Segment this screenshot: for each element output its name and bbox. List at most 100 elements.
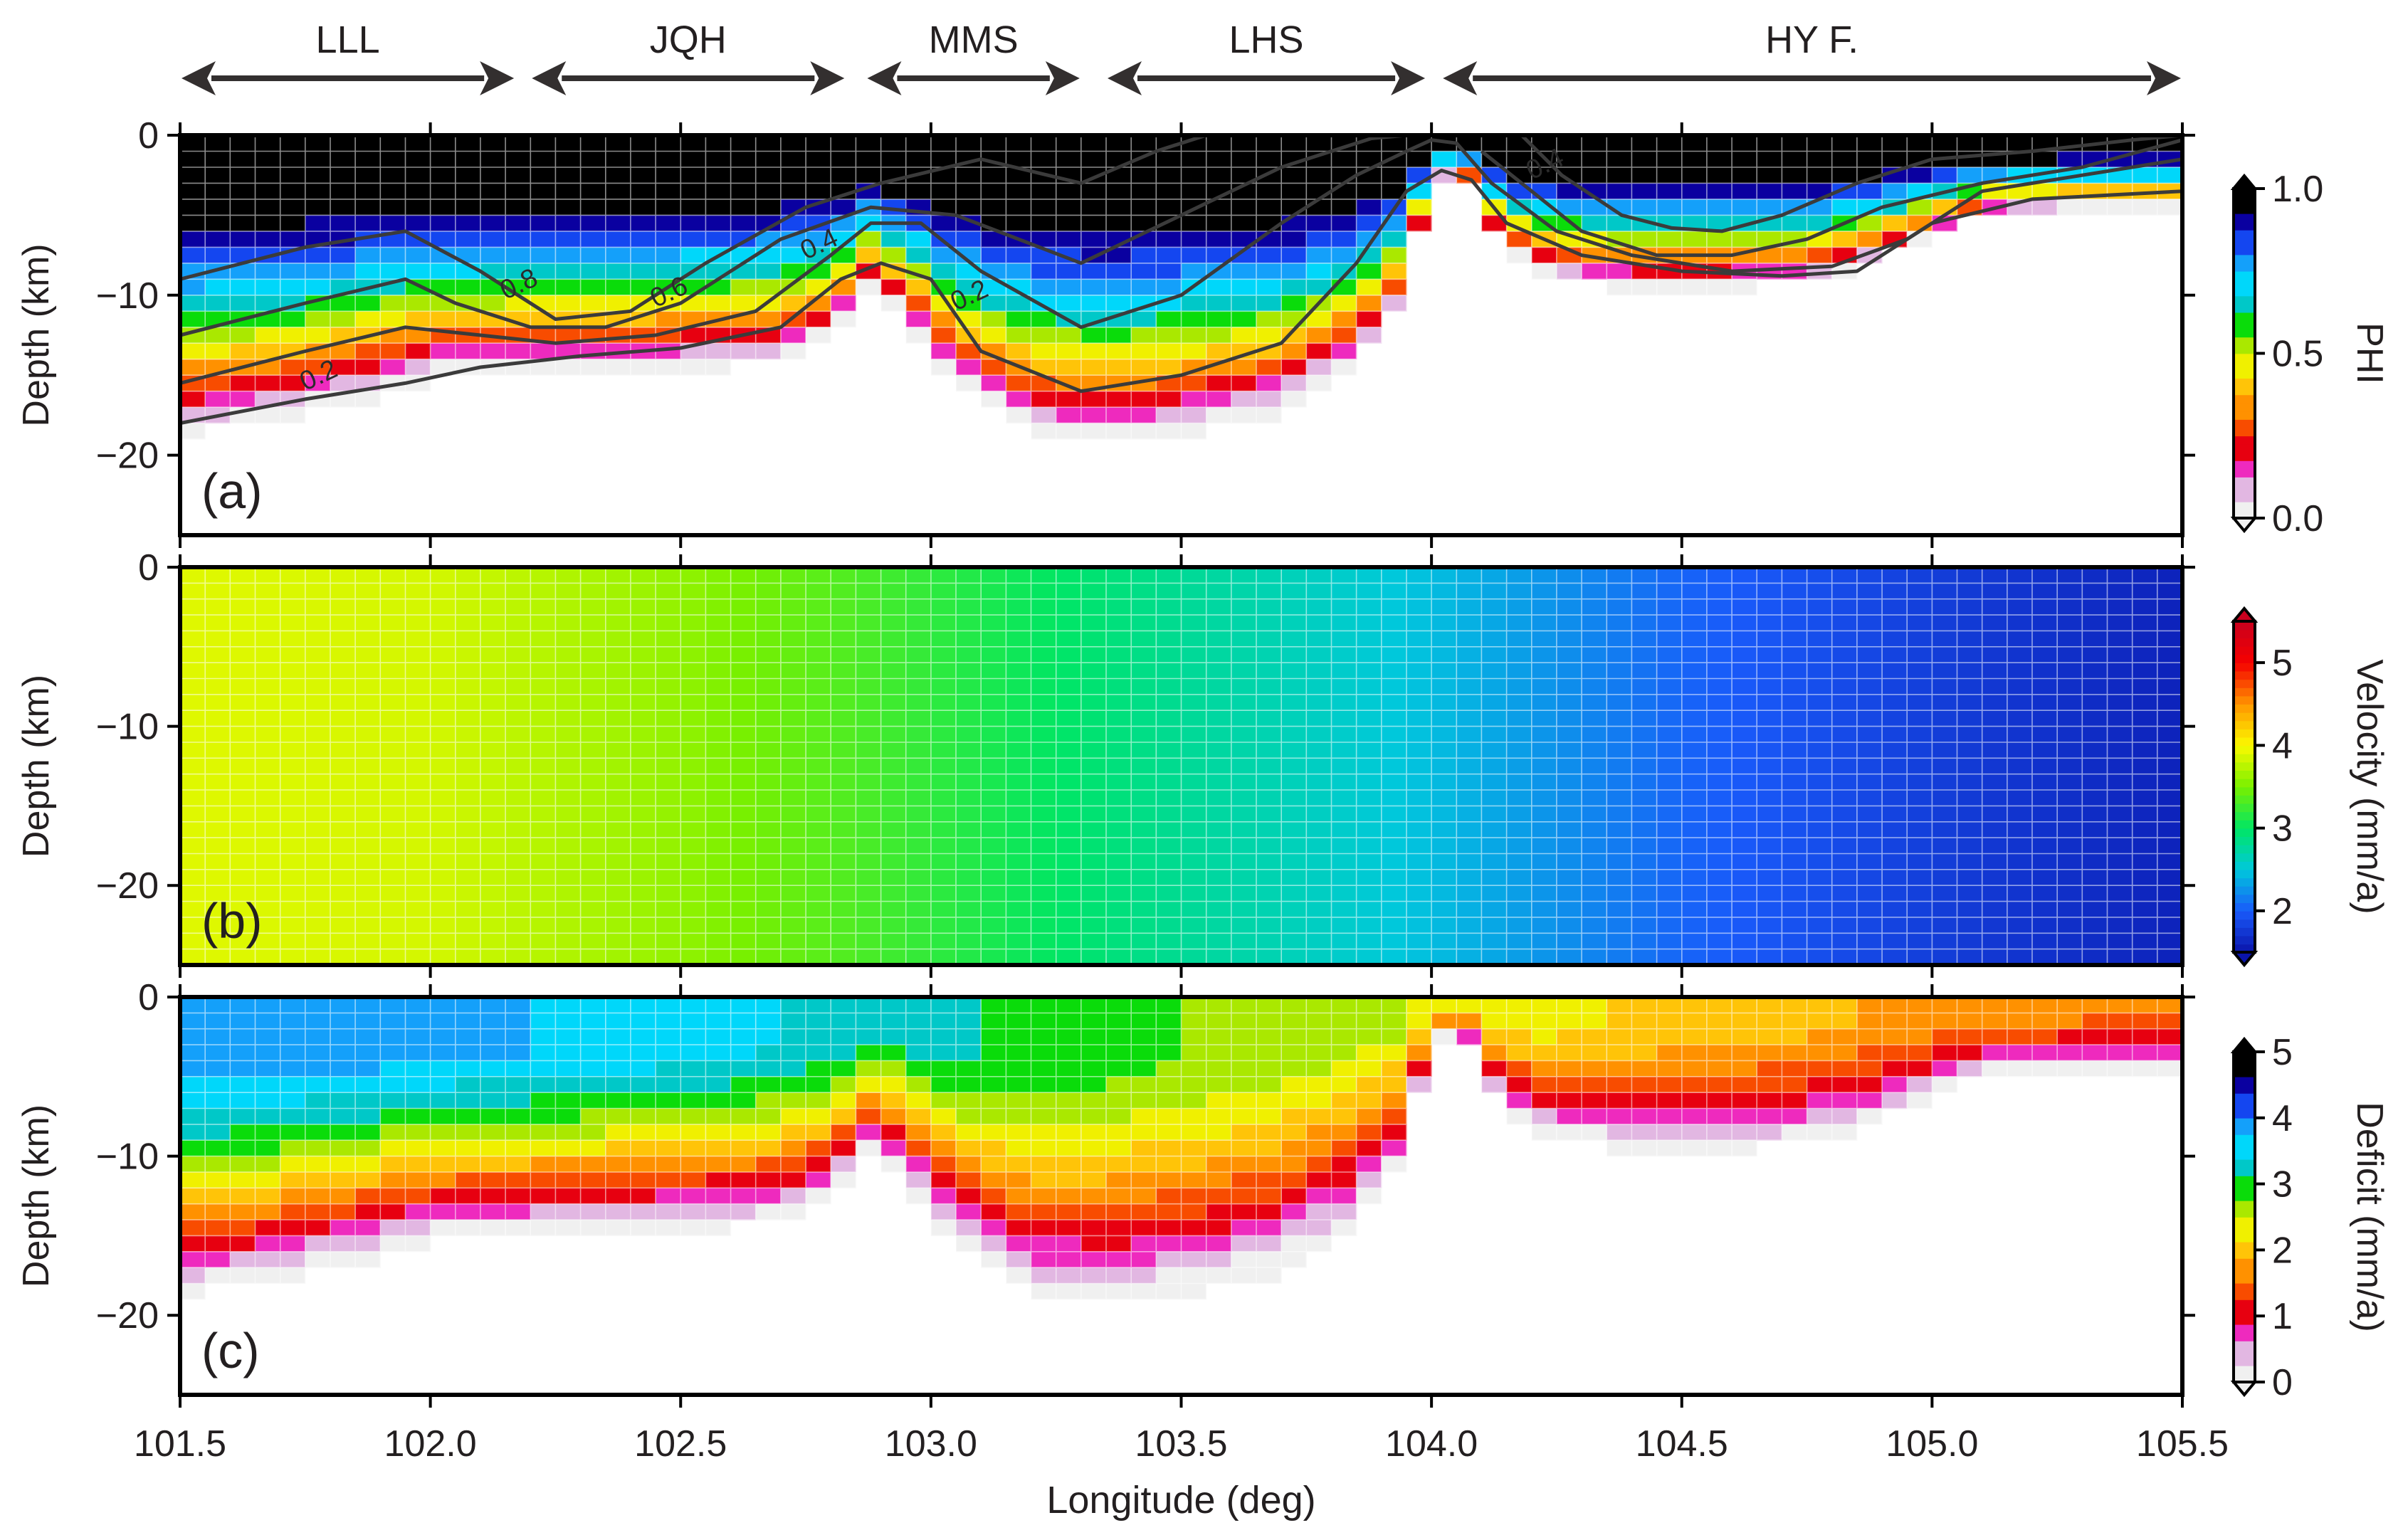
- heatmap-cell: [1281, 279, 1307, 296]
- heatmap-cell: [1807, 853, 1833, 870]
- heatmap-cell: [1306, 678, 1332, 695]
- heatmap-cell: [680, 167, 707, 184]
- heatmap-cell: [430, 758, 456, 775]
- heatmap-cell: [1156, 151, 1182, 168]
- heatmap-cell: [180, 615, 206, 632]
- heatmap-cell: [1281, 1188, 1307, 1205]
- heatmap-cell: [380, 790, 406, 806]
- heatmap-cell: [2107, 199, 2133, 216]
- heatmap-cell: [1281, 646, 1307, 663]
- heatmap-cell: [405, 821, 431, 838]
- colorbar-swatch: [2234, 687, 2255, 697]
- heatmap-cell: [930, 997, 957, 1013]
- heatmap-cell: [1607, 279, 1633, 296]
- heatmap-cell: [380, 583, 406, 600]
- heatmap-cell: [330, 758, 356, 775]
- heatmap-cell: [1206, 694, 1232, 711]
- heatmap-cell: [605, 933, 631, 950]
- heatmap-cell: [1056, 710, 1082, 727]
- deficit-heatmap: [180, 997, 2182, 1300]
- heatmap-cell: [1782, 183, 1808, 200]
- heatmap-cell: [480, 311, 506, 328]
- heatmap-cell: [1856, 885, 1883, 902]
- heatmap-cell: [880, 838, 907, 855]
- heatmap-cell: [530, 1140, 557, 1157]
- heatmap-cell: [555, 183, 582, 200]
- heatmap-cell: [2107, 583, 2133, 600]
- heatmap-cell: [1431, 1013, 1457, 1030]
- heatmap-cell: [380, 758, 406, 775]
- heatmap-cell: [180, 853, 206, 870]
- heatmap-cell: [1206, 742, 1232, 759]
- heatmap-cell: [705, 199, 732, 216]
- heatmap-cell: [380, 917, 406, 934]
- heatmap-cell: [680, 774, 707, 791]
- heatmap-cell: [430, 869, 456, 886]
- heatmap-cell: [555, 1028, 582, 1045]
- heatmap-cell: [1681, 151, 1708, 168]
- heatmap-cell: [1681, 135, 1708, 152]
- heatmap-cell: [455, 598, 481, 616]
- heatmap-cell: [455, 710, 481, 727]
- heatmap-cell: [1607, 663, 1633, 680]
- heatmap-cell: [680, 694, 707, 711]
- heatmap-cell: [2157, 885, 2182, 902]
- heatmap-cell: [1031, 1235, 1057, 1252]
- heatmap-cell: [380, 838, 406, 855]
- heatmap-cell: [180, 215, 206, 232]
- heatmap-cell: [956, 790, 982, 806]
- heatmap-cell: [981, 790, 1006, 806]
- heatmap-cell: [656, 1028, 681, 1045]
- heatmap-cell: [930, 933, 957, 950]
- heatmap-cell: [1206, 933, 1232, 950]
- heatmap-cell: [880, 774, 907, 791]
- heatmap-cell: [1582, 774, 1607, 791]
- heatmap-cell: [505, 997, 531, 1013]
- heatmap-cell: [806, 790, 831, 806]
- heatmap-cell: [2007, 838, 2033, 855]
- heatmap-cell: [1256, 1092, 1282, 1109]
- heatmap-cell: [730, 151, 757, 168]
- heatmap-cell: [1882, 1045, 1908, 1062]
- heatmap-cell: [480, 631, 506, 648]
- heatmap-cell: [780, 663, 806, 680]
- heatmap-cell: [280, 694, 306, 711]
- heatmap-cell: [605, 1045, 631, 1062]
- heatmap-cell: [330, 343, 356, 360]
- heatmap-cell: [1456, 742, 1483, 759]
- heatmap-cell: [1582, 1092, 1607, 1109]
- heatmap-cell: [1782, 567, 1808, 584]
- heatmap-cell: [355, 1172, 381, 1188]
- heatmap-cell: [956, 678, 982, 695]
- heatmap-cell: [555, 1140, 582, 1157]
- heatmap-cell: [1306, 631, 1332, 648]
- heatmap-cell: [230, 1092, 256, 1109]
- heatmap-cell: [180, 295, 206, 312]
- heatmap-cell: [180, 646, 206, 663]
- heatmap-cell: [580, 1140, 606, 1157]
- heatmap-cell: [1631, 997, 1658, 1013]
- heatmap-cell: [1156, 1220, 1182, 1236]
- heatmap-cell: [806, 997, 831, 1013]
- heatmap-cell: [630, 247, 656, 264]
- heatmap-cell: [1006, 663, 1032, 680]
- heatmap-cell: [1732, 615, 1757, 632]
- heatmap-cell: [656, 997, 681, 1013]
- heatmap-cell: [1131, 1172, 1157, 1188]
- heatmap-cell: [1882, 726, 1908, 743]
- heatmap-cell: [856, 183, 882, 200]
- heatmap-cell: [580, 583, 606, 600]
- heatmap-cell: [1807, 567, 1833, 584]
- heatmap-cell: [1706, 917, 1732, 934]
- heatmap-cell: [1456, 917, 1483, 934]
- heatmap-cell: [2057, 615, 2083, 632]
- heatmap-cell: [330, 215, 356, 232]
- heatmap-cell: [930, 710, 957, 727]
- heatmap-cell: [455, 1172, 481, 1188]
- heatmap-cell: [905, 295, 932, 312]
- heatmap-cell: [605, 1028, 631, 1045]
- heatmap-cell: [430, 343, 456, 360]
- heatmap-cell: [1506, 774, 1532, 791]
- heatmap-cell: [2082, 1013, 2108, 1030]
- heatmap-cell: [255, 838, 281, 855]
